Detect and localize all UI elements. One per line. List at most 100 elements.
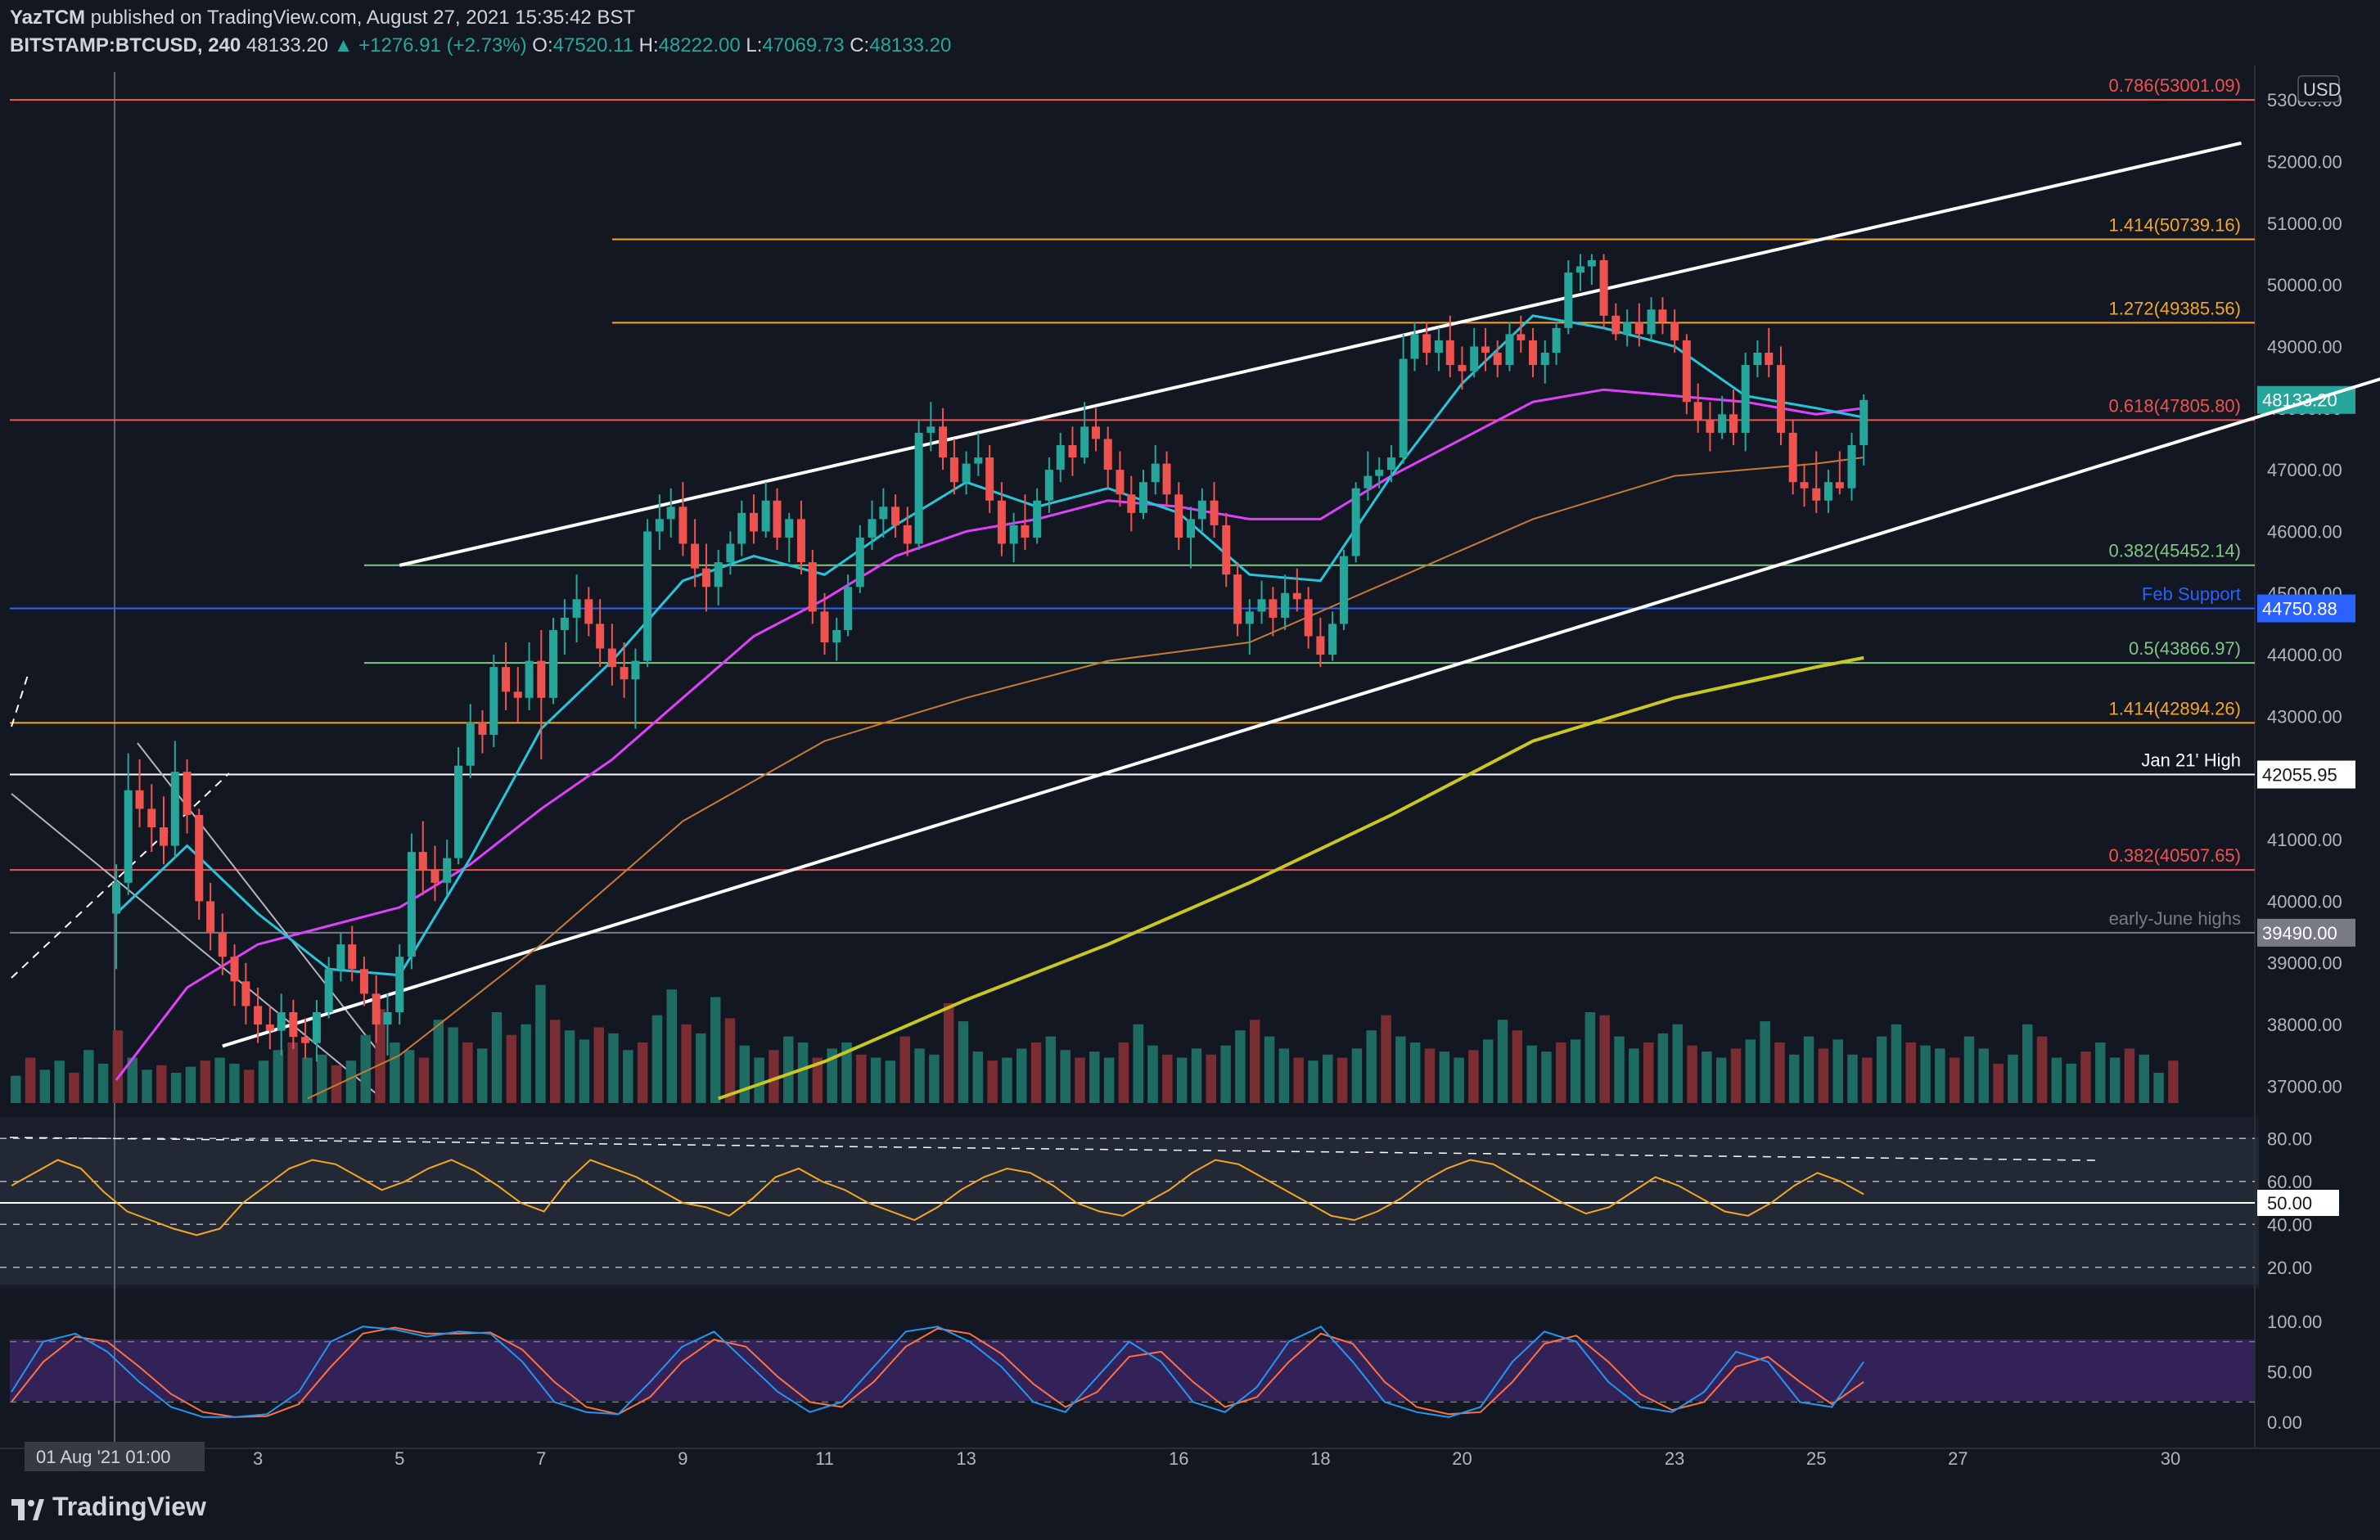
rsi-tick-label: 20.00 (2267, 1258, 2312, 1278)
volume-bar (360, 1034, 371, 1103)
candle-body (903, 525, 912, 544)
candle-body (596, 624, 605, 649)
volume-bar (608, 1033, 619, 1103)
volume-bar (39, 1069, 51, 1103)
candle-body (1197, 500, 1206, 520)
volume-bar (681, 1024, 692, 1103)
price-change: ▲ +1276.91 (+2.73%) (333, 34, 527, 56)
candle-body (1080, 426, 1089, 458)
volume-bar (1657, 1033, 1669, 1103)
volume-bar (462, 1042, 473, 1103)
candle-body (1151, 463, 1160, 483)
x-tick-label: 25 (1806, 1448, 1826, 1469)
candle-body (265, 1024, 274, 1031)
candle-body (183, 772, 192, 815)
volume-bar (914, 1048, 925, 1103)
volume-bar (2051, 1057, 2062, 1103)
candle-body (1753, 352, 1762, 366)
stoch-tick-label: 100.00 (2267, 1312, 2322, 1332)
level-label: 1.414(50739.16) (2109, 214, 2241, 235)
channel-upper-line (399, 141, 2242, 567)
candle-body (560, 617, 569, 630)
volume-bar (2168, 1060, 2179, 1103)
volume-bar (623, 1050, 633, 1103)
volume-bar (1526, 1045, 1537, 1103)
candle-body (395, 957, 404, 1013)
candle-body (170, 772, 179, 846)
candle-body (666, 507, 675, 520)
last-price: 48133.20 (246, 34, 329, 56)
candle-body (997, 500, 1006, 544)
volume-bar (827, 1048, 837, 1103)
candle-body (135, 790, 144, 809)
ema20-line (115, 314, 1864, 977)
candle-body (230, 957, 239, 982)
volume-bar (1482, 1039, 1494, 1103)
price-tag-label: 44750.88 (2262, 599, 2337, 619)
volume-bar (83, 1050, 94, 1103)
volume-bar (958, 1021, 969, 1103)
volume-bar (1191, 1048, 1202, 1103)
volume-bar (929, 1054, 940, 1103)
candle-body (513, 691, 522, 698)
candle-body (1116, 470, 1125, 495)
candle-body (159, 827, 168, 846)
candle-body (844, 587, 853, 630)
level-label: 1.272(49385.56) (2109, 298, 2241, 318)
volume-bar (1993, 1063, 2004, 1103)
candle-body (443, 858, 452, 883)
candle-body (985, 457, 994, 501)
volume-bar (1118, 1042, 1129, 1103)
volume-bar (403, 1050, 415, 1103)
candle-body (1162, 463, 1171, 495)
candle-body (466, 722, 475, 766)
x-tick-label: 13 (956, 1448, 976, 1469)
volume-bar (769, 1050, 779, 1103)
candle-body (1729, 414, 1738, 433)
candle-body (1611, 315, 1620, 335)
volume-bar (1774, 1042, 1785, 1103)
candle-body (206, 901, 215, 933)
candle-body (785, 519, 794, 538)
volume-bar (535, 984, 546, 1103)
brand-name: TradingView (52, 1492, 206, 1521)
volume-bar (476, 1048, 488, 1103)
candle-body (241, 981, 250, 1006)
x-tick-label: 7 (536, 1448, 546, 1469)
volume-bar (1308, 1060, 1318, 1103)
x-tick-label: 20 (1452, 1448, 1472, 1469)
volume-bar (390, 1042, 400, 1103)
candle-body (1386, 457, 1395, 471)
volume-bar (579, 1039, 590, 1103)
volume-bar (1366, 1030, 1377, 1103)
stoch-tick-label: 50.00 (2267, 1362, 2312, 1383)
candle-body (112, 882, 120, 914)
level-label: 1.414(42894.26) (2109, 698, 2241, 718)
publisher-name[interactable]: YazTCM (10, 7, 86, 29)
candle-body (939, 426, 948, 458)
candle-body (454, 765, 463, 858)
x-tick-label: 5 (394, 1448, 404, 1469)
volume-bar (243, 1069, 255, 1103)
candle-body (348, 944, 357, 970)
volume-bar (1176, 1057, 1188, 1103)
symbol-name[interactable]: BITSTAMP:BTCUSD, 240 (10, 34, 241, 56)
candle-body (1445, 340, 1454, 366)
candle-body (301, 1037, 310, 1043)
y-tick-label: 49000.00 (2267, 336, 2342, 357)
volume-bar (1162, 1054, 1173, 1103)
volume-bar (1060, 1050, 1071, 1103)
candle-body (701, 568, 710, 588)
volume-bar (1409, 1042, 1421, 1103)
candle-body (1186, 519, 1195, 538)
volume-bar (287, 1042, 298, 1103)
candle-body (407, 852, 416, 957)
tradingview-brand[interactable]: TradingView (11, 1492, 206, 1522)
volume-bar (1730, 1048, 1742, 1103)
candle-body (1033, 500, 1042, 538)
candle-body (868, 519, 877, 538)
y-tick-label: 40000.00 (2267, 891, 2342, 912)
candle-body (926, 426, 935, 433)
volume-bar (972, 1051, 984, 1103)
